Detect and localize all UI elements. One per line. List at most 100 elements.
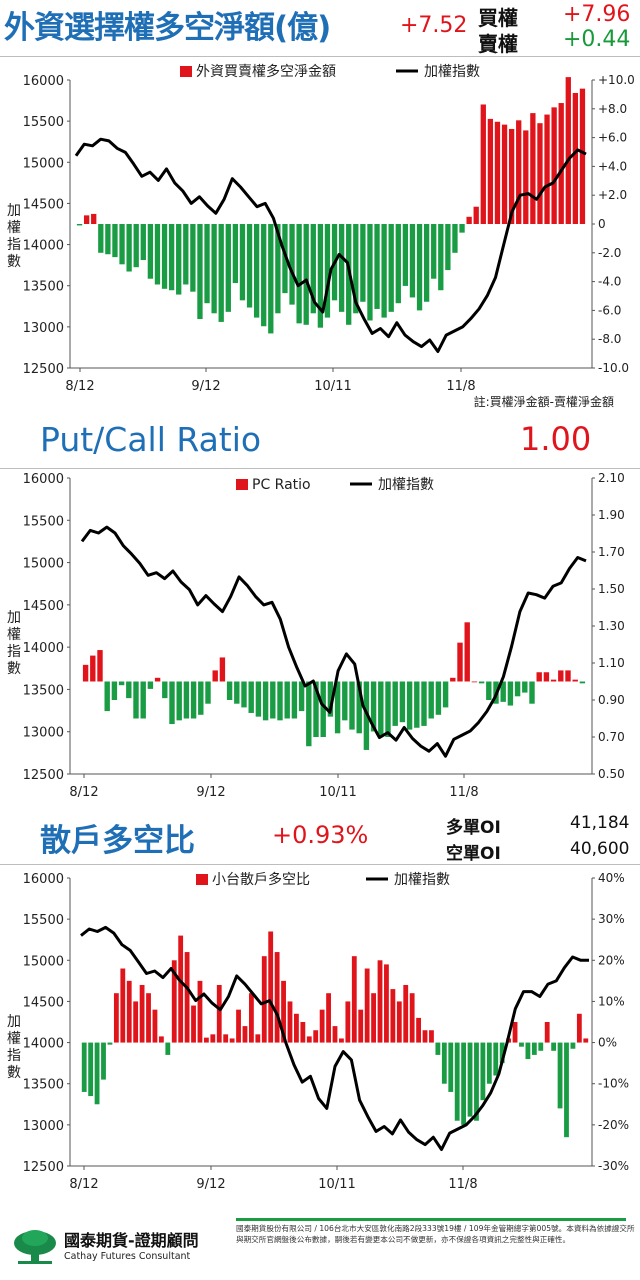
bar: [242, 1026, 248, 1043]
bar: [557, 1042, 563, 1109]
bar: [402, 224, 409, 286]
bar: [212, 670, 218, 682]
separator: [0, 468, 640, 469]
bar: [403, 984, 409, 1043]
chart-note: 註:買權淨金額-賣權淨金額: [474, 394, 614, 409]
left-tick-label: 14000: [23, 1037, 64, 1052]
bar: [454, 1042, 460, 1121]
bar: [133, 1001, 139, 1043]
right-tick-label: 1.70: [598, 545, 625, 559]
section1-total: +7.52: [400, 13, 468, 38]
right-tick-label: 30%: [598, 912, 625, 926]
bar: [416, 224, 423, 311]
bar: [126, 681, 132, 699]
bar: [409, 224, 416, 298]
bar: [551, 1042, 557, 1051]
section2-title: Put/Call Ratio: [40, 420, 262, 459]
bar: [564, 1042, 569, 1138]
right-tick-label: +8.0: [598, 102, 627, 116]
bar: [119, 224, 125, 265]
bar: [396, 1001, 402, 1043]
retail-ratio-value: +0.93%: [272, 821, 369, 849]
bar: [183, 681, 190, 719]
bar: [139, 984, 145, 1043]
bar: [523, 130, 529, 224]
right-tick-label: 1.10: [598, 656, 625, 670]
bar: [241, 681, 247, 708]
company-name: 國泰期貨-證期顧問: [64, 1231, 199, 1250]
y-axis-label-char: 數: [7, 1065, 21, 1081]
bar: [538, 1042, 544, 1051]
x-tick-label: 11/8: [448, 1177, 477, 1192]
bar: [487, 118, 494, 224]
bar: [388, 224, 394, 312]
y-axis-label-char: 指: [7, 237, 21, 253]
bar: [255, 681, 262, 717]
bar: [459, 224, 465, 233]
bar: [83, 215, 90, 224]
right-tick-label: +4.0: [598, 159, 627, 173]
bar: [205, 681, 211, 704]
right-tick-label: 1.90: [598, 508, 625, 522]
right-tick-label: 0.90: [598, 693, 625, 707]
bar: [306, 1036, 312, 1043]
bar: [371, 993, 376, 1043]
bar: [113, 993, 119, 1043]
bar: [478, 681, 485, 684]
bar: [76, 224, 83, 226]
company-name-en: Cathay Futures Consultant: [64, 1251, 191, 1262]
bar: [544, 1022, 550, 1043]
bar: [313, 1030, 319, 1043]
bar: [178, 935, 184, 1043]
bar: [118, 681, 125, 686]
bar: [525, 1042, 531, 1060]
bar: [281, 980, 286, 1043]
bar: [211, 224, 217, 314]
bar: [255, 1034, 261, 1043]
bar: [275, 224, 281, 314]
bar: [381, 224, 387, 318]
bar: [499, 1042, 505, 1064]
bar: [296, 224, 302, 324]
bar: [474, 1042, 479, 1121]
bar: [572, 92, 579, 225]
bar: [550, 679, 557, 682]
right-tick-label: -20%: [598, 1118, 629, 1132]
long-oi-value: 41,184: [570, 813, 630, 833]
y-axis-label-char: 數: [7, 661, 21, 677]
right-tick-label: 0.70: [598, 730, 625, 744]
bar: [471, 681, 478, 683]
right-tick-label: +10.0: [598, 73, 635, 87]
bar: [543, 672, 550, 682]
put-label: 賣權: [478, 32, 518, 56]
legend-entry: 加權指數: [424, 64, 480, 80]
bar: [473, 206, 479, 224]
right-tick-label: 1.50: [598, 582, 625, 596]
bar: [342, 681, 348, 721]
bar: [91, 213, 97, 224]
bar: [90, 655, 96, 682]
bar: [353, 224, 359, 314]
bar: [360, 224, 366, 302]
x-tick-label: 8/12: [69, 1177, 98, 1192]
left-tick-label: 16000: [23, 872, 64, 887]
bar: [431, 224, 437, 279]
right-tick-label: -30%: [598, 1159, 629, 1173]
bar: [570, 1042, 576, 1049]
bar: [435, 681, 442, 715]
bar: [165, 1042, 171, 1055]
bar: [416, 1017, 421, 1043]
bar: [191, 1005, 196, 1043]
left-tick-label: 14000: [23, 641, 64, 656]
bar: [176, 224, 182, 295]
bar: [551, 107, 557, 224]
bar: [500, 681, 506, 702]
bar: [572, 679, 578, 682]
left-tick-label: 12500: [23, 362, 64, 377]
bar: [289, 224, 295, 305]
right-tick-label: -2.0: [598, 246, 621, 260]
separator: [0, 864, 640, 865]
bar: [248, 993, 254, 1043]
bar: [385, 681, 391, 737]
bar: [558, 670, 564, 682]
